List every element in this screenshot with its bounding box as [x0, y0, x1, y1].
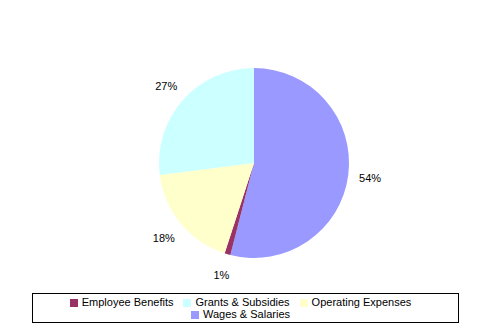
- svg-text:27%: 27%: [155, 80, 177, 92]
- html-text:Operating Expenses: Operating Expenses: [311, 296, 412, 308]
- svg-text:18%: 18%: [153, 232, 175, 244]
- html-text:Wages & Salaries: Wages & Salaries: [203, 308, 290, 320]
- html-text:Employee Benefits: Employee Benefits: [81, 296, 174, 308]
- html-text:Grants & Subsidies: Grants & Subsidies: [195, 296, 290, 308]
- svg-text:1%: 1%: [213, 269, 229, 281]
- svg-text:54%: 54%: [359, 172, 381, 184]
